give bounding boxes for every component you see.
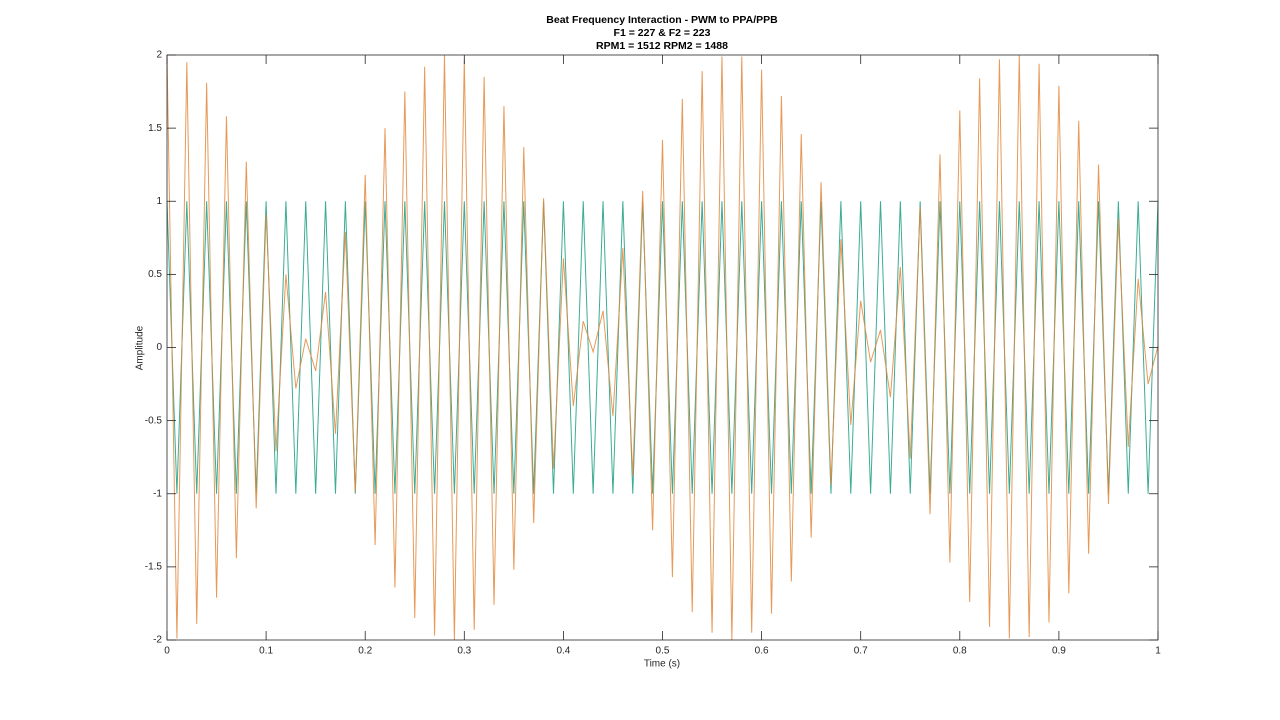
x-axis-label: Time (s) — [644, 659, 680, 670]
x-tick-label: 0.5 — [656, 646, 670, 657]
chart-title: RPM1 = 1512 RPM2 = 1488 — [596, 40, 728, 52]
chart-title: Beat Frequency Interaction - PWM to PPA/… — [546, 14, 778, 26]
y-tick-label: 0.5 — [148, 269, 162, 280]
y-axis-label: Amplitude — [135, 325, 146, 370]
y-tick-label: 1 — [156, 196, 162, 207]
x-tick-label: 0.3 — [457, 646, 471, 657]
x-tick-label: 0.2 — [358, 646, 372, 657]
series-line — [166, 201, 1159, 494]
x-tick-label: 0.1 — [259, 646, 273, 657]
x-tick-label: 0.4 — [556, 646, 570, 657]
y-tick-label: 1.5 — [148, 123, 162, 134]
x-tick-label: 0.9 — [1052, 646, 1066, 657]
y-tick-label: 2 — [156, 50, 162, 61]
x-tick-label: 1 — [1155, 646, 1161, 657]
y-tick-label: -2 — [153, 635, 162, 646]
y-tick-label: -0.5 — [145, 415, 163, 426]
y-tick-label: 0 — [156, 342, 162, 353]
chart-title: F1 = 227 & F2 = 223 — [614, 27, 711, 39]
series-line — [166, 54, 1159, 641]
x-tick-label: 0.6 — [755, 646, 769, 657]
y-tick-label: -1 — [153, 488, 162, 499]
x-tick-label: 0 — [164, 646, 170, 657]
y-tick-label: -1.5 — [145, 562, 163, 573]
x-tick-label: 0.7 — [854, 646, 868, 657]
x-tick-label: 0.8 — [953, 646, 967, 657]
